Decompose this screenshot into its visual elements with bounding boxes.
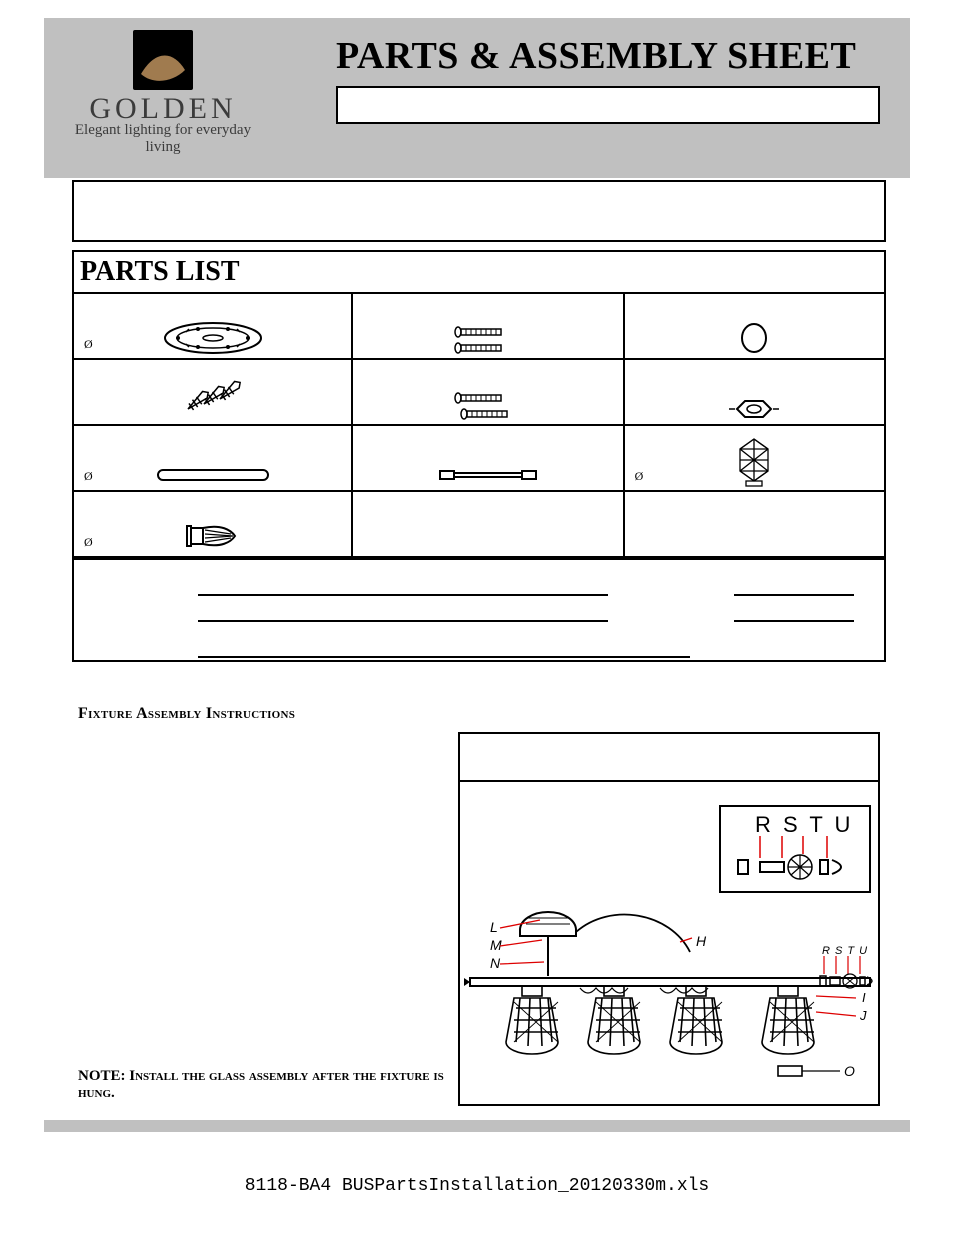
info-box xyxy=(72,180,886,242)
subtitle-box xyxy=(336,86,880,124)
svg-text:M: M xyxy=(490,937,502,953)
cell-mounting-plate: Ø xyxy=(74,294,353,358)
brand-name: GOLDEN xyxy=(70,92,256,126)
svg-text:O: O xyxy=(844,1063,855,1079)
figure-wrapper: R S T U xyxy=(458,732,880,1106)
rule-line xyxy=(734,594,854,596)
cell-screws-b xyxy=(353,360,624,424)
screws-icon xyxy=(438,384,538,424)
diameter-mark: Ø xyxy=(84,337,93,352)
cell-tube: Ø xyxy=(74,426,353,490)
assembly-figure: R S T U xyxy=(458,780,880,1106)
cell-empty xyxy=(353,492,624,556)
parts-list-title: PARTS LIST xyxy=(74,250,884,294)
table-row: Ø xyxy=(74,294,884,360)
note-body: Install the glass assembly after the fix… xyxy=(78,1068,444,1101)
footer-filename: 8118-BA4 BUSPartsInstallation_20120330m.… xyxy=(0,1176,954,1196)
tube-icon xyxy=(148,460,278,490)
cell-socket: Ø xyxy=(74,492,353,556)
diameter-mark: Ø xyxy=(635,469,644,484)
screws-icon xyxy=(438,318,538,358)
logo-icon xyxy=(133,30,193,90)
footer-strip xyxy=(44,1120,910,1132)
logo-block: GOLDEN Elegant lighting for everyday liv… xyxy=(70,30,256,156)
page-title: PARTS & ASSEMBLY SHEET xyxy=(336,34,856,78)
figure-header-box xyxy=(458,732,880,780)
diameter-mark: Ø xyxy=(84,535,93,550)
note-text: NOTE: Install the glass assembly after t… xyxy=(78,1068,448,1102)
rod-icon xyxy=(428,460,548,490)
table-extension xyxy=(74,558,884,660)
ring-icon xyxy=(724,318,784,358)
cell-rod xyxy=(353,426,624,490)
rule-line xyxy=(198,656,690,658)
finial-icon xyxy=(724,435,784,490)
cell-finial: Ø xyxy=(625,426,884,490)
cell-ring xyxy=(625,294,884,358)
cell-hexnut xyxy=(625,360,884,424)
parts-list-table: PARTS LIST Ø xyxy=(72,250,886,662)
anchors-icon xyxy=(158,374,268,424)
table-row: Ø xyxy=(74,492,884,558)
svg-text:J: J xyxy=(859,1008,867,1023)
page: GOLDEN Elegant lighting for everyday liv… xyxy=(0,0,954,1235)
instructions-heading: Fixture Assembly Instructions xyxy=(78,705,295,723)
cell-empty xyxy=(625,492,884,556)
svg-text:H: H xyxy=(696,933,707,949)
table-row xyxy=(74,360,884,426)
rule-line xyxy=(198,620,608,622)
svg-text:R S T U: R S T U xyxy=(755,812,853,837)
brand-tagline: Elegant lighting for everyday living xyxy=(70,122,256,156)
note-prefix: NOTE: xyxy=(78,1068,129,1084)
rule-line xyxy=(734,620,854,622)
svg-text:R S T U: R S T U xyxy=(822,945,868,957)
table-row: Ø Ø xyxy=(74,426,884,492)
svg-text:I: I xyxy=(862,990,866,1005)
mounting-plate-icon xyxy=(158,318,268,358)
svg-text:L: L xyxy=(490,919,498,935)
hexnut-icon xyxy=(719,394,789,424)
diameter-mark: Ø xyxy=(84,469,93,484)
svg-text:N: N xyxy=(490,955,501,971)
cell-screws-a xyxy=(353,294,624,358)
socket-icon xyxy=(173,516,253,556)
rule-line xyxy=(198,594,608,596)
cell-anchors xyxy=(74,360,353,424)
